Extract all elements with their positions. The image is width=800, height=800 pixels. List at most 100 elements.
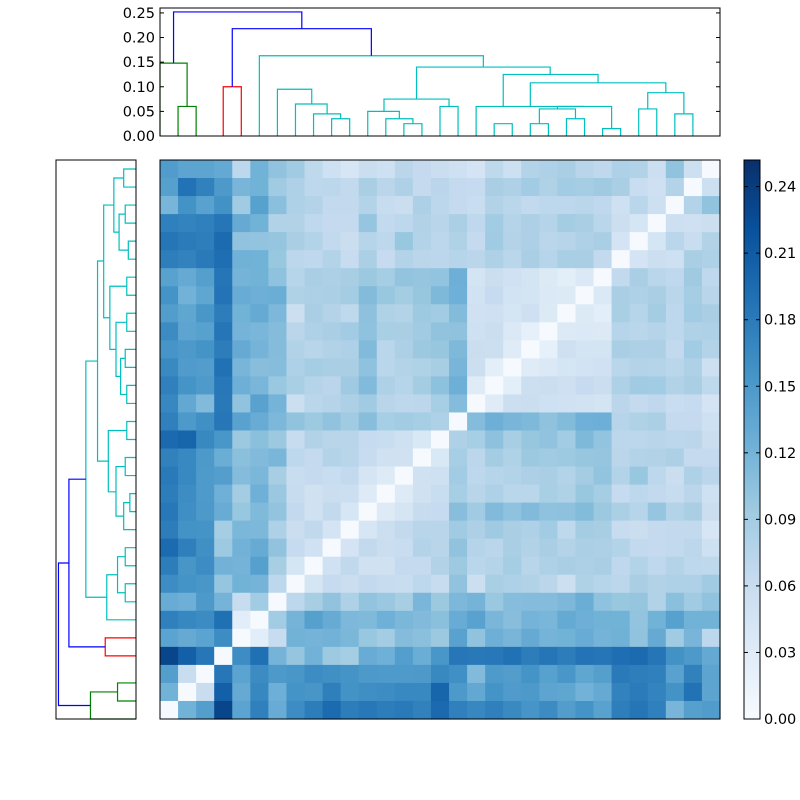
heatmap-cell bbox=[232, 340, 251, 359]
heatmap-cell bbox=[322, 592, 342, 612]
heatmap-cell bbox=[358, 520, 378, 540]
heatmap-cell bbox=[611, 646, 631, 666]
colorbar-tick-label: 0.12 bbox=[764, 446, 796, 462]
heatmap-cell bbox=[485, 322, 504, 341]
heatmap-cell bbox=[467, 250, 486, 269]
heatmap-cell bbox=[196, 664, 215, 684]
heatmap-cell bbox=[449, 268, 468, 287]
heatmap-cell bbox=[304, 340, 324, 359]
heatmap-cell bbox=[575, 322, 595, 341]
heatmap-cell bbox=[647, 556, 667, 576]
heatmap-cell bbox=[701, 610, 721, 630]
heatmap-cell bbox=[593, 592, 613, 612]
heatmap-cell bbox=[160, 574, 179, 594]
heatmap-cell bbox=[430, 214, 450, 233]
heatmap-cell bbox=[286, 196, 306, 215]
heatmap-cell bbox=[521, 574, 540, 594]
heatmap-cell bbox=[232, 376, 251, 396]
heatmap-cell bbox=[449, 610, 468, 630]
heatmap-cell bbox=[196, 178, 215, 197]
heatmap-cell bbox=[304, 376, 324, 396]
heatmap-cell bbox=[449, 466, 468, 486]
heatmap-cell bbox=[358, 304, 378, 323]
heatmap-cell bbox=[647, 664, 667, 684]
heatmap-cell bbox=[214, 214, 233, 233]
heatmap-cell bbox=[178, 556, 197, 576]
heatmap-cell bbox=[611, 430, 631, 450]
heatmap-cell bbox=[412, 484, 432, 504]
heatmap-cell bbox=[430, 412, 450, 432]
heatmap-cell bbox=[485, 556, 504, 576]
heatmap-cell bbox=[160, 628, 179, 648]
heatmap-cell bbox=[430, 304, 450, 323]
heatmap-cell bbox=[232, 610, 251, 630]
heatmap-cell bbox=[539, 268, 559, 287]
heatmap-cell bbox=[503, 232, 522, 251]
heatmap-cell bbox=[701, 430, 721, 450]
heatmap-cell bbox=[160, 700, 179, 720]
heatmap-cell bbox=[593, 484, 613, 504]
heatmap-cell bbox=[214, 700, 233, 720]
heatmap-cell bbox=[701, 538, 721, 558]
heatmap-cell bbox=[521, 592, 540, 612]
top-dendrogram-link bbox=[172, 11, 303, 64]
heatmap-cell bbox=[485, 520, 504, 540]
heatmap-cell bbox=[701, 304, 721, 323]
heatmap-cell bbox=[665, 250, 685, 269]
heatmap-cell bbox=[701, 466, 721, 486]
heatmap-cell bbox=[557, 610, 577, 630]
heatmap-cell bbox=[340, 214, 360, 233]
heatmap-cell bbox=[647, 466, 667, 486]
heatmap-cell bbox=[629, 700, 649, 720]
heatmap-cell bbox=[467, 520, 486, 540]
heatmap-cell bbox=[358, 592, 378, 612]
heatmap-cell bbox=[178, 412, 197, 432]
heatmap-cell bbox=[647, 412, 667, 432]
heatmap-cell bbox=[232, 430, 251, 450]
heatmap-cell bbox=[467, 394, 486, 414]
heatmap-cell bbox=[430, 520, 450, 540]
heatmap-cell bbox=[322, 538, 342, 558]
heatmap-cell bbox=[647, 538, 667, 558]
heatmap-cell bbox=[503, 322, 522, 341]
heatmap-cell bbox=[376, 610, 396, 630]
heatmap-cell bbox=[394, 538, 414, 558]
heatmap-cell bbox=[503, 700, 522, 720]
heatmap-cell bbox=[683, 214, 703, 233]
heatmap-cell bbox=[521, 394, 540, 414]
heatmap-cell bbox=[376, 394, 396, 414]
heatmap-cell bbox=[160, 682, 179, 702]
heatmap-cell bbox=[178, 250, 197, 269]
heatmap-cell bbox=[611, 394, 631, 414]
heatmap-cell bbox=[449, 502, 468, 522]
heatmap-cell bbox=[412, 592, 432, 612]
heatmap-cell bbox=[286, 646, 306, 666]
heatmap-cell bbox=[430, 160, 450, 179]
heatmap-cell bbox=[683, 376, 703, 396]
heatmap-cell bbox=[539, 196, 559, 215]
heatmap-cell bbox=[449, 700, 468, 720]
heatmap-cell bbox=[340, 628, 360, 648]
heatmap-cell bbox=[521, 340, 540, 359]
heatmap-cell bbox=[160, 520, 179, 540]
heatmap-cell bbox=[340, 178, 360, 197]
heatmap-cell bbox=[629, 628, 649, 648]
heatmap-cell bbox=[268, 304, 288, 323]
heatmap-cell bbox=[268, 664, 288, 684]
heatmap-cell bbox=[232, 700, 251, 720]
heatmap-cell bbox=[250, 160, 269, 179]
heatmap-cell bbox=[575, 502, 595, 522]
heatmap-cell bbox=[376, 574, 396, 594]
heatmap-cell bbox=[683, 286, 703, 305]
heatmap-cell bbox=[304, 304, 324, 323]
heatmap-cell bbox=[430, 376, 450, 396]
heatmap-cell bbox=[196, 232, 215, 251]
heatmap-cell bbox=[593, 268, 613, 287]
heatmap-cell bbox=[160, 484, 179, 504]
heatmap-cell bbox=[178, 430, 197, 450]
heatmap-cell bbox=[196, 376, 215, 396]
heatmap-cell bbox=[376, 628, 396, 648]
heatmap-cell bbox=[701, 628, 721, 648]
heatmap-cell bbox=[593, 520, 613, 540]
heatmap-cell bbox=[575, 574, 595, 594]
